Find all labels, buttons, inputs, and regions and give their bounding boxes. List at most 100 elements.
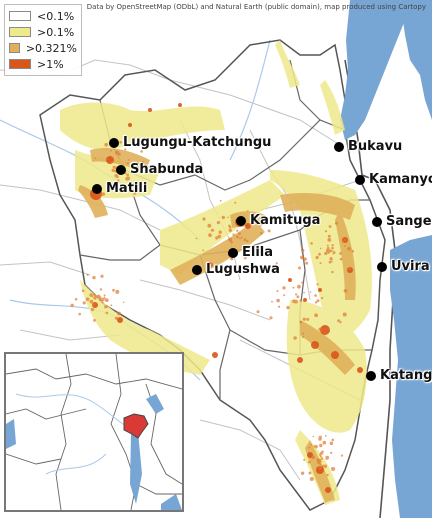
legend-item: >0.1%	[9, 24, 77, 40]
prevalence-speckle	[342, 312, 347, 317]
prevalence-speckle	[216, 221, 220, 225]
prevalence-speckle	[334, 221, 338, 225]
prevalence-speckle	[92, 275, 96, 280]
legend-item: <0.1%	[9, 8, 77, 24]
city-label: Lugushwa	[206, 262, 280, 277]
map-attribution: Data by OpenStreetMap (ODbL) and Natural…	[86, 3, 426, 11]
prevalence-speckle	[318, 465, 322, 470]
prevalence-speckle	[317, 459, 320, 462]
prevalence-speckle	[141, 160, 144, 164]
prevalence-speckle	[339, 321, 342, 324]
city-marker-lugungu-katchungu: Lugungu-Katchungu	[109, 135, 271, 150]
prevalence-speckle	[93, 293, 96, 297]
prevalence-speckle	[330, 250, 333, 252]
prevalence-speckle	[218, 230, 222, 234]
city-label: Kamanyola	[369, 172, 432, 187]
prevalence-speckle	[195, 237, 198, 240]
city-label: Uvira	[391, 259, 430, 274]
prevalence-speckle	[319, 443, 323, 448]
prevalence-speckle	[202, 217, 206, 221]
legend-swatch	[9, 43, 20, 53]
city-marker-bukavu: Bukavu	[334, 139, 402, 154]
prevalence-speckle	[219, 199, 222, 202]
prevalence-speckle	[319, 262, 322, 265]
prevalence-speckle	[326, 473, 329, 477]
city-marker-kamituga: Kamituga	[236, 213, 320, 228]
city-marker-shabunda: Shabunda	[116, 162, 203, 177]
prevalence-speckle	[136, 163, 138, 166]
zone-speckles	[70, 141, 355, 481]
prevalence-speckle	[322, 464, 325, 468]
prevalence-speckle	[302, 332, 305, 335]
prevalence-speckle	[101, 192, 105, 196]
inset-locator-map	[4, 352, 184, 512]
prevalence-speckle	[314, 444, 318, 449]
prevalence-speckle	[327, 238, 332, 242]
prevalence-speckle	[208, 233, 212, 238]
prevalence-speckle	[315, 255, 319, 260]
prevalence-speckle	[322, 440, 327, 445]
prevalence-speckle	[309, 477, 314, 481]
prevalence-speckle	[295, 293, 298, 296]
inset-highlight-region	[123, 413, 149, 439]
prevalence-speckle	[112, 186, 115, 189]
prevalence-speckle	[331, 467, 336, 471]
prevalence-speckle	[328, 249, 331, 252]
prevalence-speckle	[230, 240, 233, 244]
prevalence-speckle	[243, 238, 247, 241]
prevalence-speckle	[119, 141, 122, 144]
prevalence-speckle	[122, 301, 125, 304]
lake-tanganyika	[390, 235, 432, 518]
prevalence-speckle	[303, 458, 306, 461]
prevalence-speckle	[124, 148, 127, 151]
prevalence-speckle	[310, 444, 312, 446]
prevalence-speckle	[283, 294, 286, 297]
city-marker-elila: Elila	[228, 245, 273, 260]
prevalence-speckle	[324, 230, 328, 233]
inset-rivers	[15, 393, 147, 475]
city-label: Katanga	[380, 368, 432, 383]
prevalence-speckle	[292, 286, 295, 289]
prevalence-speckle	[116, 175, 119, 179]
prevalence-speckle	[308, 471, 312, 475]
prevalence-speckle	[307, 460, 311, 464]
prevalence-speckle	[92, 303, 95, 307]
prevalence-speckle	[330, 451, 333, 454]
prevalence-speckle	[105, 311, 109, 315]
lake-east	[400, 0, 432, 120]
legend-label: >0.321%	[25, 41, 77, 55]
prevalence-speckle	[276, 290, 279, 292]
prevalence-speckle	[93, 296, 97, 300]
prevalence-speckle	[327, 234, 331, 238]
prevalence-speckle	[134, 171, 137, 174]
prevalence-speckle	[351, 249, 355, 253]
prevalence-speckle	[133, 168, 137, 172]
prevalence-speckle	[100, 274, 104, 278]
city-marker-katanga: Katanga	[366, 368, 432, 383]
prevalence-speckle	[343, 238, 347, 242]
prevalence-speckle	[117, 179, 120, 182]
prevalence-speckle	[318, 252, 321, 256]
prevalence-speckle	[234, 201, 237, 204]
inset-borders	[6, 354, 182, 510]
prevalence-speckle	[312, 435, 315, 438]
prevalence-speckle	[324, 466, 327, 469]
city-marker-lugushwa: Lugushwa	[192, 262, 280, 277]
prevalence-speckle	[302, 336, 305, 338]
prevalence-speckle	[126, 162, 129, 165]
prevalence-speckle	[301, 281, 304, 284]
prevalence-speckle	[325, 248, 330, 253]
city-label: Bukavu	[348, 139, 403, 154]
prevalence-speckle	[329, 257, 333, 261]
prevalence-speckle	[321, 296, 324, 300]
prevalence-speckle	[260, 232, 263, 235]
city-marker-matili: Matili	[92, 181, 147, 196]
prevalence-speckle	[321, 457, 324, 460]
prevalence-speckle	[143, 167, 148, 171]
prevalence-speckle	[326, 244, 329, 247]
prevalence-speckle	[328, 225, 332, 228]
prevalence-speckle	[320, 455, 322, 458]
legend-label: <0.1%	[37, 9, 75, 23]
prevalence-speckle	[99, 297, 103, 302]
